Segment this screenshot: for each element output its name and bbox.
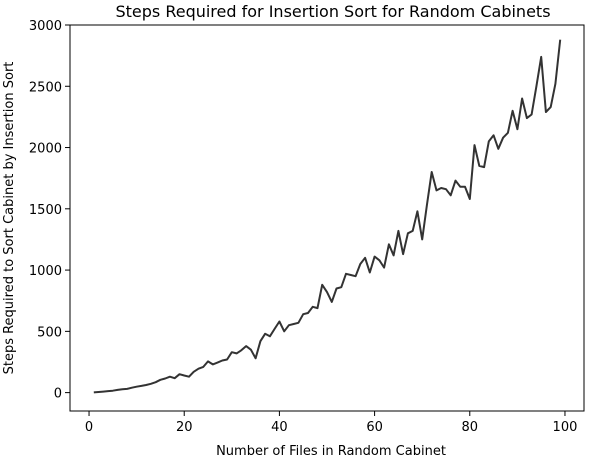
plot-frame [69,24,585,412]
y-tick-label: 500 [37,325,62,340]
y-tick-label: 1000 [29,264,62,279]
y-tick-label: 2500 [29,80,62,95]
y-tick-label: 1500 [29,203,62,218]
y-tick-label: 0 [54,387,62,402]
y-tick-label: 2000 [29,142,62,157]
chart-title: Steps Required for Insertion Sort for Ra… [115,2,550,21]
x-axis-label: Number of Files in Random Cabinet [216,444,446,458]
x-tick-label: 80 [462,420,479,435]
series-line [93,39,562,394]
x-axis: 0 20 40 60 80 100 [85,411,577,435]
y-axis: 0 500 1000 1500 2000 2500 3000 [29,19,70,402]
x-tick-label: 40 [271,420,288,435]
x-tick-label: 100 [553,420,578,435]
x-tick-label: 60 [366,420,383,435]
y-axis-label: Steps Required to Sort Cabinet by Insert… [2,62,17,375]
y-tick-label: 3000 [29,19,62,34]
x-tick-label: 0 [85,420,93,435]
x-tick-label: 20 [176,420,193,435]
